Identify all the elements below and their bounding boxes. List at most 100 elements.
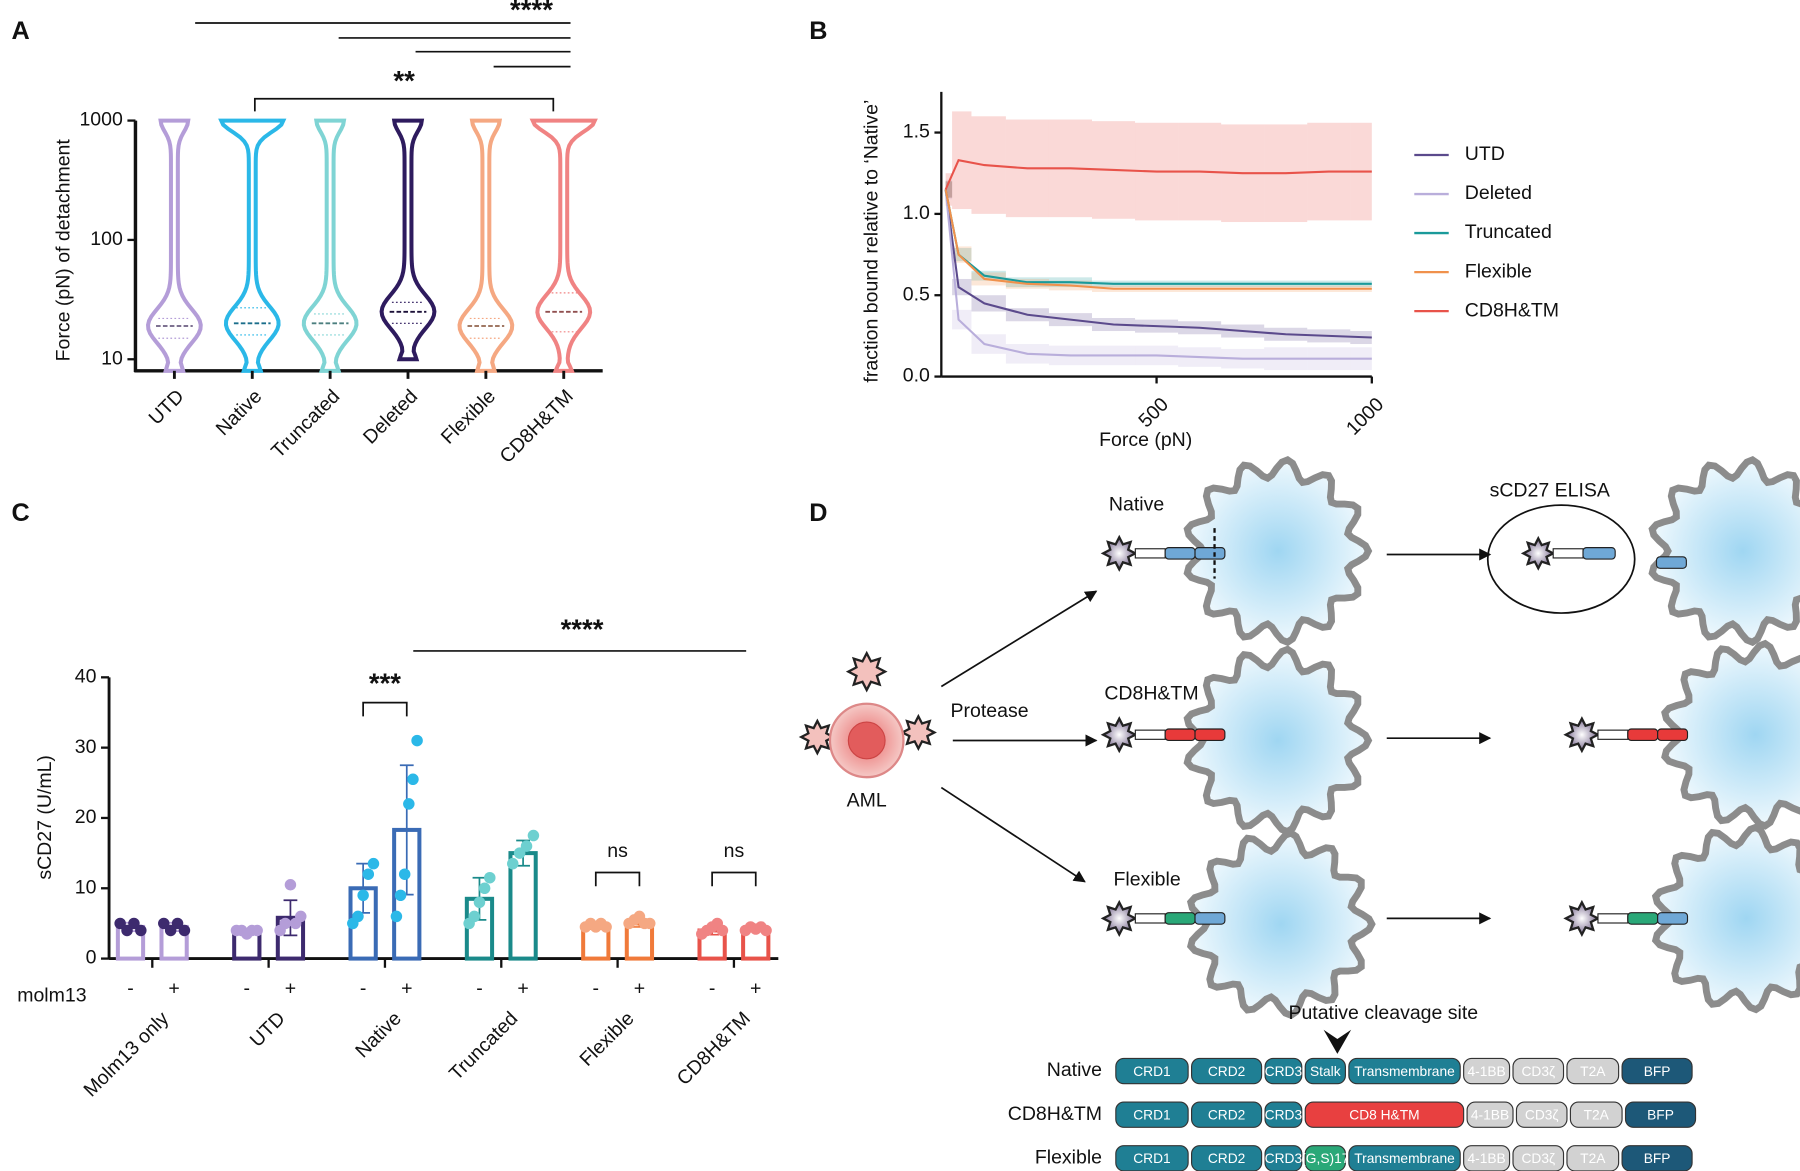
data-point bbox=[121, 924, 133, 937]
y-tick-label: 100 bbox=[90, 228, 123, 250]
line bbox=[944, 189, 1372, 360]
y-tick-label: 1.0 bbox=[903, 202, 930, 224]
legend-label: Deleted bbox=[1465, 182, 1532, 204]
x-tick-label: UTD bbox=[246, 1008, 290, 1052]
receptor-head bbox=[1100, 716, 1138, 754]
aml-spike bbox=[845, 650, 888, 693]
data-point bbox=[716, 924, 729, 937]
y-tick-label: 0.0 bbox=[903, 365, 930, 387]
data-point bbox=[468, 910, 481, 923]
receptor-domain bbox=[1657, 912, 1689, 925]
construct-segment bbox=[1304, 1101, 1465, 1128]
error-band bbox=[945, 181, 953, 198]
construct-segment bbox=[1304, 1057, 1346, 1085]
elisa-well bbox=[1486, 504, 1636, 614]
segment-label: CD3ζ bbox=[1521, 1151, 1555, 1166]
segment-label: Transmembrane bbox=[1354, 1151, 1455, 1166]
data-point bbox=[760, 924, 772, 937]
receptor-head bbox=[1100, 534, 1138, 572]
segment-label: CD8 H&TM bbox=[1349, 1107, 1419, 1122]
segment-label: CRD1 bbox=[1133, 1107, 1170, 1122]
construct-segment bbox=[1191, 1101, 1263, 1128]
x-tick-label: Flexible bbox=[437, 385, 500, 448]
violin bbox=[529, 118, 598, 373]
significance-bracket bbox=[362, 701, 408, 717]
data-point bbox=[295, 910, 307, 923]
segment-label: CRD2 bbox=[1208, 1107, 1245, 1122]
segment-label: CRD3 bbox=[1265, 1064, 1303, 1079]
y-tick-label: 40 bbox=[75, 665, 97, 687]
group-label: - bbox=[360, 978, 367, 1000]
group-label: + bbox=[285, 978, 296, 1000]
group-label: - bbox=[244, 978, 251, 1000]
receptor-linker bbox=[1134, 913, 1166, 924]
data-point bbox=[407, 773, 419, 786]
x-tick-label: UTD bbox=[145, 385, 189, 429]
cleavage-label: Putative cleavage site bbox=[1288, 1002, 1478, 1024]
y-axis-label: fraction bound relative to ‘Native’ bbox=[861, 100, 883, 383]
error-band bbox=[945, 181, 953, 198]
segment-label: CRD1 bbox=[1133, 1064, 1170, 1079]
violin bbox=[379, 118, 437, 362]
significance: **** bbox=[561, 614, 604, 645]
group-label: - bbox=[476, 978, 483, 1000]
significance-bracket bbox=[594, 871, 641, 887]
group-label: + bbox=[634, 978, 645, 1000]
data-point bbox=[284, 879, 297, 891]
x-tick-label: CD8H&TM bbox=[496, 385, 578, 467]
group-label: + bbox=[401, 978, 412, 1000]
y-tick-label: 10 bbox=[101, 347, 123, 369]
receptor-domain bbox=[1164, 912, 1196, 925]
segment-label: CRD1 bbox=[1133, 1151, 1170, 1166]
receptor-domain bbox=[1164, 547, 1196, 560]
construct-segment bbox=[1566, 1057, 1620, 1085]
receptor-linker bbox=[1552, 548, 1584, 559]
protease-label: Protease bbox=[951, 700, 1029, 722]
segment-label: CD3ζ bbox=[1525, 1107, 1559, 1122]
x-tick-label: 500 bbox=[1134, 393, 1173, 432]
receptor-domain bbox=[1627, 728, 1659, 742]
data-point bbox=[398, 868, 411, 880]
cleavage-arrowhead bbox=[1323, 1029, 1352, 1054]
violin bbox=[301, 118, 359, 373]
segment-label: CD3ζ bbox=[1521, 1064, 1555, 1079]
receptor-head bbox=[1100, 899, 1138, 937]
row-label: Native bbox=[1109, 493, 1164, 515]
x-tick-label: Flexible bbox=[575, 1008, 638, 1071]
error-band bbox=[952, 309, 972, 330]
segment-label: CRD2 bbox=[1208, 1151, 1245, 1166]
data-point bbox=[600, 921, 612, 933]
data-point bbox=[527, 829, 540, 842]
construct-segment bbox=[1115, 1101, 1189, 1128]
row-label: molm13 bbox=[17, 985, 86, 1007]
x-axis-label: Force (pN) bbox=[1099, 429, 1192, 451]
x-tick-label: Deleted bbox=[359, 385, 422, 448]
x-tick-label: Truncated bbox=[267, 385, 344, 462]
x-tick-label: Molm13 only bbox=[80, 1007, 174, 1101]
data-point bbox=[394, 889, 407, 902]
receptor-linker bbox=[1134, 729, 1166, 740]
error-band bbox=[945, 173, 953, 206]
receptor-stub bbox=[1655, 556, 1687, 569]
data-point bbox=[362, 868, 375, 880]
group-label: + bbox=[750, 978, 761, 1000]
segment-label: 4-1BB bbox=[1467, 1064, 1505, 1079]
construct-segment bbox=[1515, 1101, 1568, 1128]
construct-segment bbox=[1264, 1057, 1303, 1085]
construct-segment bbox=[1463, 1057, 1511, 1085]
x-tick-label: Truncated bbox=[445, 1008, 522, 1085]
segment-label: CRD3 bbox=[1265, 1151, 1303, 1166]
data-point bbox=[178, 924, 191, 937]
y-axis-label: sCD27 (U/mL) bbox=[34, 755, 56, 880]
line bbox=[944, 159, 1372, 190]
panel-label: A bbox=[11, 17, 29, 45]
segment-label: (G,S)17 bbox=[1301, 1151, 1349, 1166]
y-tick-label: 0.5 bbox=[903, 283, 930, 305]
receptor-linker bbox=[1597, 729, 1629, 740]
x-tick-label: 1000 bbox=[1342, 393, 1388, 439]
data-point bbox=[158, 917, 170, 930]
receptor-head bbox=[1520, 535, 1556, 571]
row-label: Flexible bbox=[1114, 869, 1181, 891]
segment-label: T2A bbox=[1584, 1107, 1610, 1122]
data-point bbox=[171, 917, 184, 930]
